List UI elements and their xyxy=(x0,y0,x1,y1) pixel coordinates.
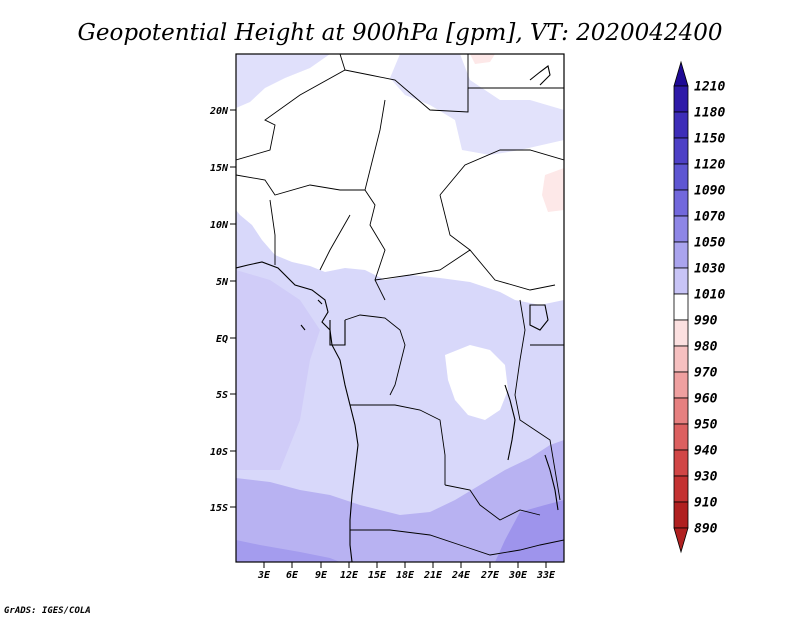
colorbar-swatch xyxy=(673,215,689,243)
lon-label-3e: 3E xyxy=(257,570,271,581)
colorbar-label: 1070 xyxy=(694,210,725,225)
lon-label-24e: 24E xyxy=(451,570,471,581)
colorbar-label: 1150 xyxy=(694,132,725,147)
colorbar-swatch xyxy=(673,449,689,477)
colorbar-label: 910 xyxy=(694,496,718,511)
grads-credit: GrADS: IGES/COLA xyxy=(4,606,91,616)
field-central-white-blob xyxy=(445,345,508,420)
coastlines-borders xyxy=(236,54,564,562)
border-car-east xyxy=(439,194,471,251)
lon-label-9e: 9E xyxy=(315,570,328,581)
colorbar-swatch xyxy=(673,189,689,217)
border-zambia xyxy=(444,484,541,521)
field-1050-south-east xyxy=(495,500,564,562)
border-niger-chad xyxy=(364,99,386,301)
red-sea-coast xyxy=(529,65,551,86)
border-congo xyxy=(344,314,406,396)
lat-label-15s: 15S xyxy=(210,503,228,514)
figure-title: Geopotential Height at 900hPa [gpm], VT:… xyxy=(78,20,723,46)
lat-label-10n: 10N xyxy=(210,220,229,231)
colorbar-label: 1210 xyxy=(694,80,725,95)
lat-label-15n: 15N xyxy=(210,163,229,174)
colorbar-label: 1010 xyxy=(694,288,725,303)
colorbar-swatch xyxy=(673,85,689,113)
colorbar: 1210 1180 1150 1120 1090 1070 1050 1030 1010 990 9… xyxy=(673,60,725,554)
lat-label-eq: EQ xyxy=(216,334,228,345)
colorbar-label: 1030 xyxy=(694,262,725,277)
border-niger-nigeria xyxy=(236,174,365,196)
lake-malawi xyxy=(544,454,559,511)
lake-victoria xyxy=(529,304,549,331)
longitude-axis: 3E 6E 9E 12E 15E 18E 21E 24E 27E 30E 33E xyxy=(257,562,556,581)
colorbar-swatch xyxy=(673,371,689,399)
colorbar-label: 950 xyxy=(694,418,718,433)
lat-label-20n: 20N xyxy=(209,106,229,117)
colorbar-swatch xyxy=(673,397,689,425)
colorbar-swatch xyxy=(673,241,689,269)
map-frame xyxy=(235,53,565,563)
colorbar-label: 1050 xyxy=(694,236,725,251)
colorbar-label: 930 xyxy=(694,470,718,485)
island-coasts xyxy=(300,299,323,331)
colorbar-label: 890 xyxy=(694,522,718,537)
lon-label-18e: 18E xyxy=(396,570,415,581)
border-chad-sudan xyxy=(439,149,564,196)
border-namibia-botswana xyxy=(350,529,564,556)
border-mali-algeria xyxy=(339,54,346,71)
field-pink-north xyxy=(470,54,495,64)
colorbar-swatch xyxy=(673,319,689,347)
colorbar-label: 1090 xyxy=(694,184,725,199)
field-pink-east xyxy=(542,168,564,212)
colorbar-swatch xyxy=(673,475,689,503)
colorbar-label: 1180 xyxy=(694,106,725,121)
border-benin xyxy=(269,199,276,265)
lon-label-33e: 33E xyxy=(536,570,556,581)
colorbar-swatch xyxy=(673,423,689,451)
latitude-axis: 20N 15N 10N 5N EQ 5S 10S 15S xyxy=(209,106,236,514)
colorbar-swatch xyxy=(673,267,689,295)
colorbar-label: 990 xyxy=(694,314,718,329)
equatorial-guinea-coast xyxy=(329,320,346,346)
colorbar-swatch xyxy=(673,137,689,165)
field-north-west-patch xyxy=(236,54,330,108)
height-field xyxy=(236,54,564,562)
colorbar-label: 970 xyxy=(694,366,718,381)
colorbar-label: 1120 xyxy=(694,158,725,173)
lon-label-30e: 30E xyxy=(508,570,528,581)
colorbar-label: 980 xyxy=(694,340,718,355)
colorbar-label: 940 xyxy=(694,444,718,459)
lon-label-6e: 6E xyxy=(286,570,299,581)
lon-label-27e: 27E xyxy=(480,570,500,581)
colorbar-label: 960 xyxy=(694,392,718,407)
border-east-lakes xyxy=(514,299,561,501)
colorbar-top-triangle xyxy=(673,60,689,87)
lat-label-10s: 10S xyxy=(210,447,228,458)
map-panel: 20N 15N 10N 5N EQ 5S 10S 15S 3E 6E 9E 12… xyxy=(209,53,565,581)
lat-label-5n: 5N xyxy=(216,277,229,288)
field-atlantic xyxy=(236,270,320,470)
border-nigeria-cameroon xyxy=(319,214,351,271)
lon-label-15e: 15E xyxy=(368,570,387,581)
lat-label-5s: 5S xyxy=(216,390,228,401)
colorbar-swatch xyxy=(673,293,689,321)
colorbar-swatch xyxy=(673,111,689,139)
field-1050-south-west xyxy=(236,540,340,562)
lon-label-12e: 12E xyxy=(340,570,359,581)
border-libya-sudan xyxy=(467,87,564,112)
colorbar-swatch xyxy=(673,345,689,373)
colorbar-swatch xyxy=(673,501,689,529)
colorbar-bottom-triangle xyxy=(673,527,689,554)
colorbar-swatch xyxy=(673,163,689,191)
border-drc-angola xyxy=(350,404,446,485)
field-1030-1050-south xyxy=(236,440,564,562)
field-north-east-band xyxy=(390,54,564,155)
lake-tanganyika xyxy=(504,384,516,461)
lon-label-21e: 21E xyxy=(423,570,443,581)
